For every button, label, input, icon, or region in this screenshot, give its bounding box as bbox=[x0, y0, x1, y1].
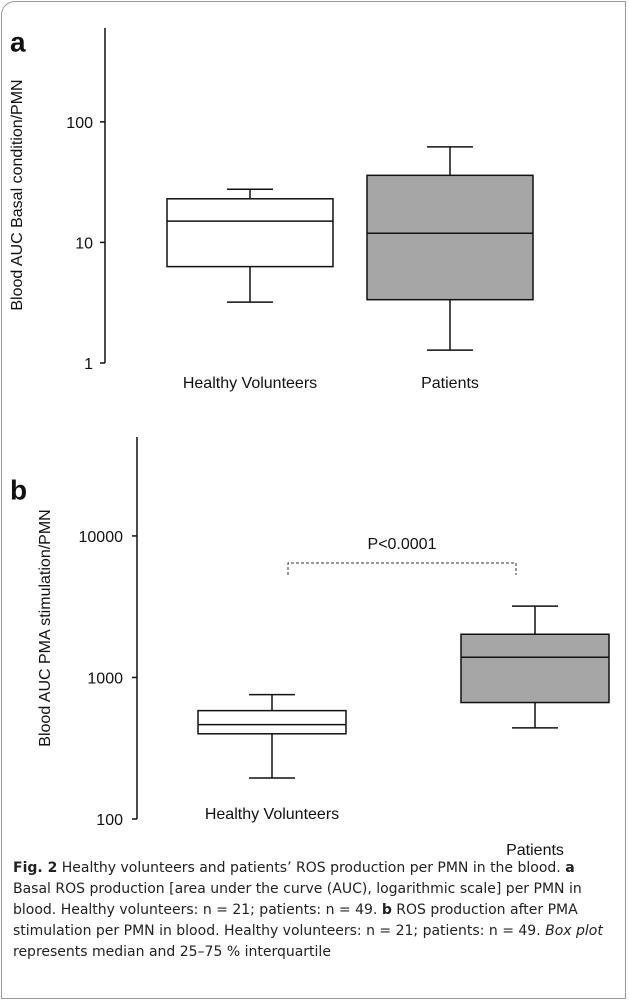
figure: a Blood AUC Basal condition/PMN 1 10 100 Heal… bbox=[9, 26, 610, 856]
y-axis-label: Blood AUC PMA stimulation/PMN bbox=[37, 509, 54, 746]
caption: Fig. 2 Healthy volunteers and patients’ … bbox=[13, 858, 613, 963]
significance-label: P<0.0001 bbox=[368, 536, 437, 553]
y-axis-label: Blood AUC Basal condition/PMN bbox=[9, 79, 26, 310]
y-tick-label: 10 bbox=[75, 236, 93, 253]
y-tick-label: 100 bbox=[96, 812, 123, 829]
y-tick-label: 1000 bbox=[87, 671, 123, 688]
caption-segment: b bbox=[381, 902, 392, 918]
box bbox=[166, 198, 334, 268]
y-tick-label: 100 bbox=[66, 115, 93, 132]
caption-segment: Healthy volunteers and patients’ ROS pro… bbox=[57, 860, 566, 876]
panel-label: a bbox=[10, 26, 26, 57]
caption-segment: Fig. 2 bbox=[13, 860, 58, 876]
x-tick-label: Patients bbox=[506, 842, 564, 856]
caption-segment: a bbox=[565, 860, 575, 876]
panel-label: b bbox=[10, 474, 27, 505]
caption-segment: ROS production after PMA stimulation per… bbox=[13, 902, 583, 939]
box bbox=[460, 633, 610, 704]
box bbox=[366, 174, 534, 301]
y-tick-label: 1 bbox=[84, 356, 93, 373]
y-tick-label: 10000 bbox=[79, 529, 124, 546]
x-tick-label: Patients bbox=[421, 375, 479, 392]
significance-bracket bbox=[287, 562, 517, 575]
x-tick-label: Healthy Volunteers bbox=[183, 375, 317, 392]
x-tick-label: Healthy Volunteers bbox=[205, 806, 339, 823]
box bbox=[197, 709, 347, 735]
caption-segment: Box plot bbox=[545, 923, 603, 939]
caption-segment: represents median and 25–75 % interquart… bbox=[13, 923, 608, 960]
caption-segment: Basal ROS production [area under the cur… bbox=[13, 860, 587, 918]
